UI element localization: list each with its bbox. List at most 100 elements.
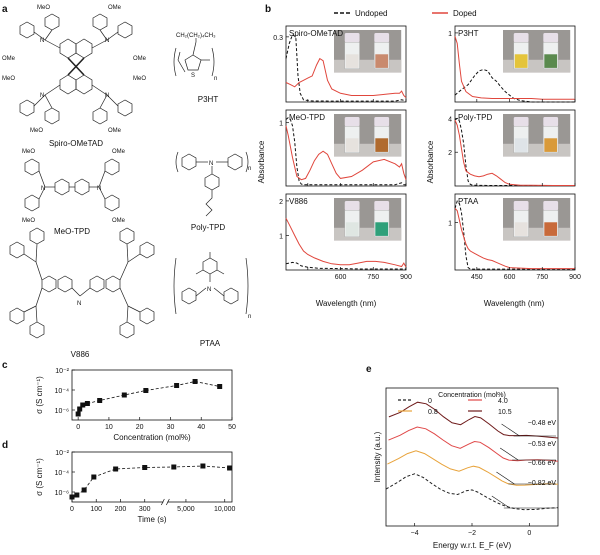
n-atom: N — [41, 186, 45, 192]
series-10-5-line — [388, 401, 559, 439]
axis-break-gap — [163, 499, 168, 505]
repeat-n: n — [214, 76, 217, 82]
y-tick-label: 0.3 — [273, 35, 283, 42]
data-point — [121, 392, 127, 398]
panel-letter-e: e — [366, 364, 372, 375]
x-tick-label: 750 — [536, 274, 548, 281]
vial-photo-bench — [334, 59, 402, 73]
meo-label: MeO — [22, 149, 35, 155]
legend-undoped-label: Undoped — [355, 9, 387, 18]
y-axis-label: σ (S cm⁻¹) — [35, 458, 44, 496]
y-tick-label: 2 — [448, 150, 452, 157]
x-tick-label: 100 — [90, 506, 102, 513]
structure-poly-tpd: N n Poly-TPD — [175, 151, 251, 232]
plot-frame — [285, 109, 407, 187]
vial-photo-bench — [503, 59, 571, 73]
label-poly-tpd: Poly-TPD — [191, 223, 225, 232]
x-tick-label: 900 — [569, 274, 581, 281]
y-tick-label: 1 — [279, 121, 283, 128]
vial-undoped-solution — [514, 54, 528, 68]
x-tick-label: 750 — [367, 274, 379, 281]
series-doped-line — [454, 207, 575, 270]
x-tick-label: 0 — [76, 424, 80, 431]
x-tick-label: −4 — [411, 530, 419, 537]
data-point — [77, 406, 83, 412]
axis-break-mark — [161, 498, 165, 506]
y-tick-label: 2 — [279, 199, 283, 206]
plot-title: PTAA — [458, 197, 479, 206]
y-tick-label: 4 — [448, 116, 452, 123]
structure-spiro-ometad: N N N N MeO OMe OMe OMe MeO MeO MeO OMe … — [2, 5, 147, 148]
meo-label: MeO — [22, 218, 35, 224]
x-tick-label: 5,000 — [177, 506, 195, 513]
sulfur-atom: S — [191, 73, 195, 79]
vial-undoped-solution — [514, 222, 528, 236]
label-p3ht: P3HT — [198, 95, 219, 104]
series-doped-line — [285, 217, 407, 268]
data-point — [171, 464, 177, 470]
x-tick-label: 10,000 — [214, 506, 236, 513]
structure-meo-tpd: N N MeO OMe MeO OMe MeO-TPD — [22, 149, 126, 236]
plot-b-v886: V886 2 1 600 750 900 — [279, 193, 412, 281]
vial-photo-bench — [503, 143, 571, 157]
vial-cap — [374, 33, 390, 43]
data-point — [69, 494, 75, 500]
n-atom: N — [207, 287, 211, 293]
plot-b-p3ht: P3HT 1 — [448, 25, 576, 103]
n-atom: N — [209, 161, 213, 167]
absorbance-panels: Spiro-OMeTAD0.3P3HT1MeO-TPD1Poly-TPD42V8… — [273, 25, 581, 281]
vial-cap — [513, 117, 529, 127]
n-atom: N — [105, 38, 109, 44]
n-atom: N — [77, 301, 81, 307]
guide-line — [71, 465, 230, 498]
panel-letter-a: a — [2, 4, 8, 15]
plot-title: Spiro-OMeTAD — [289, 29, 343, 38]
series-undoped-line — [454, 68, 575, 103]
ome-label: OMe — [108, 128, 122, 134]
onset-annotation: −0.53 eV — [528, 441, 557, 448]
vial-cap — [543, 33, 559, 43]
onset-tangent — [499, 447, 519, 461]
y-tick-label: 10⁻² — [55, 368, 69, 375]
vial-cap — [344, 117, 360, 127]
label-spiro: Spiro-OMeTAD — [49, 139, 103, 148]
series-doped-line — [285, 125, 407, 181]
axis-b-left-xlabel: Wavelength (nm) — [316, 299, 377, 308]
vial-doped-solution — [544, 54, 558, 68]
plot-frame — [71, 369, 233, 421]
x-tick-label: 40 — [197, 424, 205, 431]
legend-title: Concentration (mol%) — [438, 392, 506, 399]
series-doped-line — [454, 119, 575, 186]
vial-cap — [344, 201, 360, 211]
vial-undoped-solution — [345, 54, 359, 68]
vial-undoped-solution — [345, 222, 359, 236]
y-tick-label: 10⁻⁴ — [55, 388, 70, 395]
data-point — [113, 466, 119, 472]
data-point — [75, 411, 81, 417]
onset-tangent — [501, 423, 520, 437]
label-ptaa: PTAA — [200, 339, 221, 348]
legend-label: 4.0 — [498, 398, 508, 405]
plot-b-spiro: Spiro-OMeTAD 0.3 — [273, 25, 407, 103]
ups-spectra: −0.48 eV −0.53 eV −0.66 eV −0.82 eV Concentr… — [373, 387, 559, 550]
series-0-8-line — [387, 450, 559, 486]
axis-b-right-ylabel: Absorbance — [426, 140, 435, 183]
data-point — [217, 384, 223, 389]
data-point — [142, 465, 148, 470]
vial-doped-solution — [375, 222, 389, 236]
y-tick-label: 10⁻⁶ — [55, 408, 69, 415]
x-tick-label: 0 — [70, 506, 74, 513]
x-axis-label: Energy w.r.t. E_F (eV) — [433, 541, 512, 550]
plot-b-ptaa: PTAA 1 450 600 750 900 — [448, 193, 581, 281]
plot-b-meotpd: MeO-TPD 1 — [279, 109, 407, 187]
vial-cap — [374, 117, 390, 127]
series-doped-line — [285, 57, 407, 99]
plot-b-polytpd: Poly-TPD 4 2 — [448, 109, 576, 187]
panel-letter-d: d — [2, 440, 8, 451]
series-undoped-line — [454, 200, 575, 270]
meo-label: MeO — [30, 128, 43, 134]
n-atom: N — [40, 38, 44, 44]
x-tick-label: 20 — [136, 424, 144, 431]
data-point — [91, 474, 97, 480]
